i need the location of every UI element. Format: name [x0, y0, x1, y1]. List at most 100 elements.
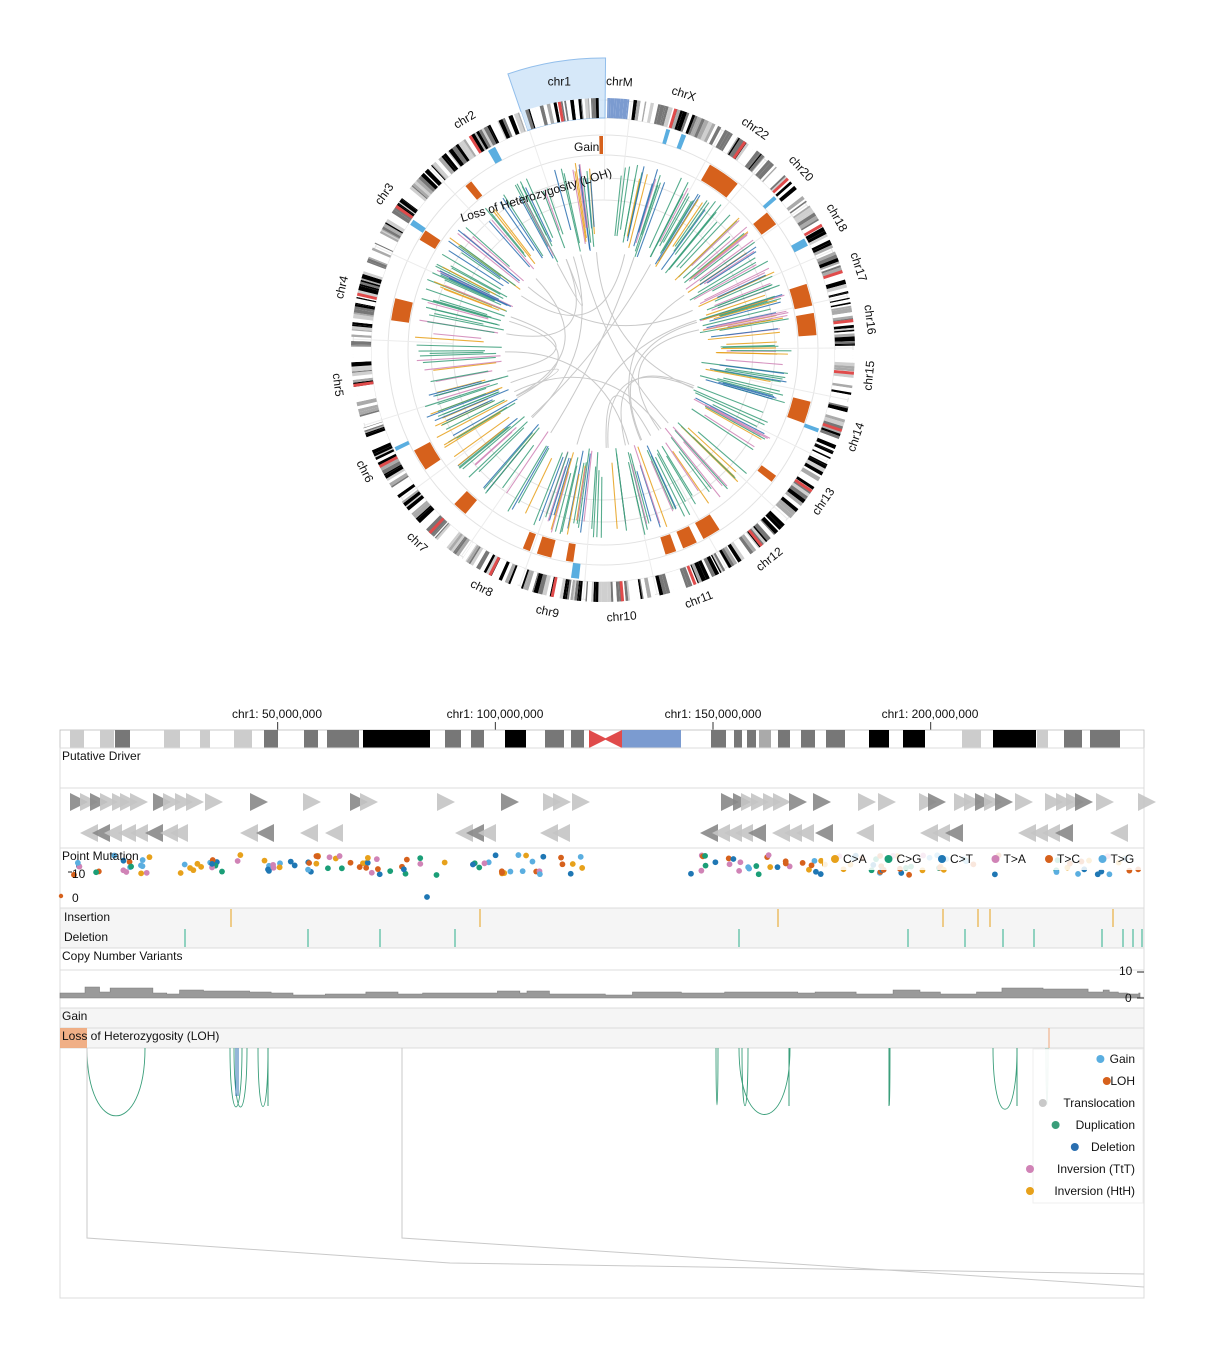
- ideogram-band: [708, 125, 722, 146]
- ideogram-band: [412, 502, 431, 519]
- ideogram-band: [422, 512, 438, 528]
- sv-line: [457, 232, 520, 284]
- gene-reverse-arrow: [256, 824, 274, 842]
- point-mutation: [730, 856, 737, 862]
- ideogram-band: [389, 472, 408, 487]
- legend-label: Inversion (HtH): [1054, 1184, 1135, 1198]
- sv-line: [709, 368, 787, 383]
- point-mutation: [58, 893, 64, 899]
- axis-tick-label: chr1: 150,000,000: [665, 707, 762, 721]
- point-mutation: [74, 859, 81, 866]
- chromosome-label: chr15: [861, 360, 878, 392]
- sv-line: [547, 466, 567, 522]
- sv-line: [424, 382, 498, 408]
- sv-line: [674, 200, 708, 247]
- ideogram-band: [760, 164, 776, 182]
- ideogram-band: [478, 129, 492, 149]
- ideogram-band: [625, 99, 630, 120]
- ideogram-band: [834, 340, 855, 345]
- sv-line: [637, 169, 659, 233]
- ideogram-band: [448, 533, 463, 551]
- ideogram-band: [819, 429, 840, 440]
- gene-forward-arrow: [80, 793, 98, 811]
- sv-line: [559, 457, 579, 534]
- gain-segment: [488, 146, 503, 164]
- ideogram-band: [779, 185, 797, 202]
- ideogram-band: [399, 198, 418, 214]
- ideogram-band: [416, 178, 434, 195]
- ideogram-band: [353, 308, 375, 316]
- legend-swatch: [1096, 1055, 1105, 1063]
- ideogram-band: [715, 129, 729, 149]
- ideogram-band: [696, 119, 709, 140]
- ideogram-band: [470, 133, 485, 153]
- sv-line: [422, 356, 496, 364]
- sv-line: [668, 211, 717, 271]
- ideogram-band: [359, 283, 380, 291]
- point-mutation: [190, 867, 197, 874]
- ideogram-band: [831, 305, 852, 311]
- circos-background: [352, 99, 854, 601]
- ideogram-band: [373, 445, 393, 457]
- circos-ideogram-ring[interactable]: chr1: [351, 57, 855, 602]
- sv-line: [673, 202, 710, 252]
- point-mutation: [402, 870, 409, 877]
- gene-forward-arrow: [153, 793, 171, 811]
- ideogram-band: [405, 493, 422, 508]
- sv-line: [646, 449, 674, 510]
- ideogram-band: [831, 389, 852, 395]
- point-mutation: [1106, 871, 1113, 878]
- gene-forward-arrow: [751, 793, 769, 811]
- putative-driver-track: [70, 793, 1156, 842]
- point-mutation: [753, 863, 760, 869]
- point-mutation: [725, 855, 732, 862]
- chromosome-label: chr3: [372, 180, 397, 207]
- point-mutation: [767, 864, 774, 870]
- ideogram-band: [821, 427, 841, 437]
- ideogram-band: [360, 411, 381, 421]
- ideogram-band: [763, 167, 778, 183]
- point-mutation: [813, 868, 819, 875]
- gene-reverse-arrow: [772, 824, 790, 842]
- ideogram-band: [363, 422, 384, 431]
- sv-line: [421, 298, 489, 318]
- legend-label: LOH: [1110, 1074, 1135, 1088]
- sv-line: [615, 453, 626, 521]
- point-mutation: [237, 852, 244, 858]
- ideogram-band: [770, 508, 788, 525]
- ideogram-band: [364, 266, 385, 276]
- gene-reverse-arrow: [325, 824, 343, 842]
- ideogram-band: [432, 521, 448, 537]
- ideogram-band: [834, 329, 855, 333]
- ideogram-band: [615, 98, 621, 119]
- ideogram-band: [799, 215, 819, 230]
- chr1-ideogram[interactable]: [59, 729, 1145, 749]
- indel-track: [184, 909, 1143, 947]
- ideogram-band: [637, 100, 645, 122]
- sv-line: [622, 164, 639, 243]
- ideogram-band: [366, 430, 387, 440]
- sv-line: [462, 416, 525, 470]
- ideogram-band: [634, 579, 641, 600]
- ideogram-band: [833, 323, 854, 327]
- ideogram-band: [775, 502, 794, 519]
- chromosome-label: chr17: [847, 250, 870, 283]
- ideogram-band: [812, 242, 832, 254]
- ideogram-band: [355, 299, 376, 307]
- point-mutation: [991, 871, 998, 878]
- ideogram-band: [505, 730, 526, 748]
- gene-forward-arrow: [1045, 793, 1063, 811]
- ideogram-band: [351, 349, 372, 351]
- gene-forward-arrow: [1096, 793, 1114, 811]
- gene-reverse-arrow: [1030, 824, 1048, 842]
- translocation-link: [605, 395, 652, 448]
- chromosome-divider: [460, 473, 519, 557]
- ideogram-band: [764, 515, 780, 532]
- sv-line: [699, 272, 766, 305]
- sv-line: [572, 169, 586, 245]
- sv-line: [662, 200, 694, 252]
- gene-reverse-arrow: [920, 824, 938, 842]
- ideogram-band: [760, 519, 775, 536]
- sv-line: [490, 213, 525, 254]
- gene-reverse-arrow: [300, 824, 318, 842]
